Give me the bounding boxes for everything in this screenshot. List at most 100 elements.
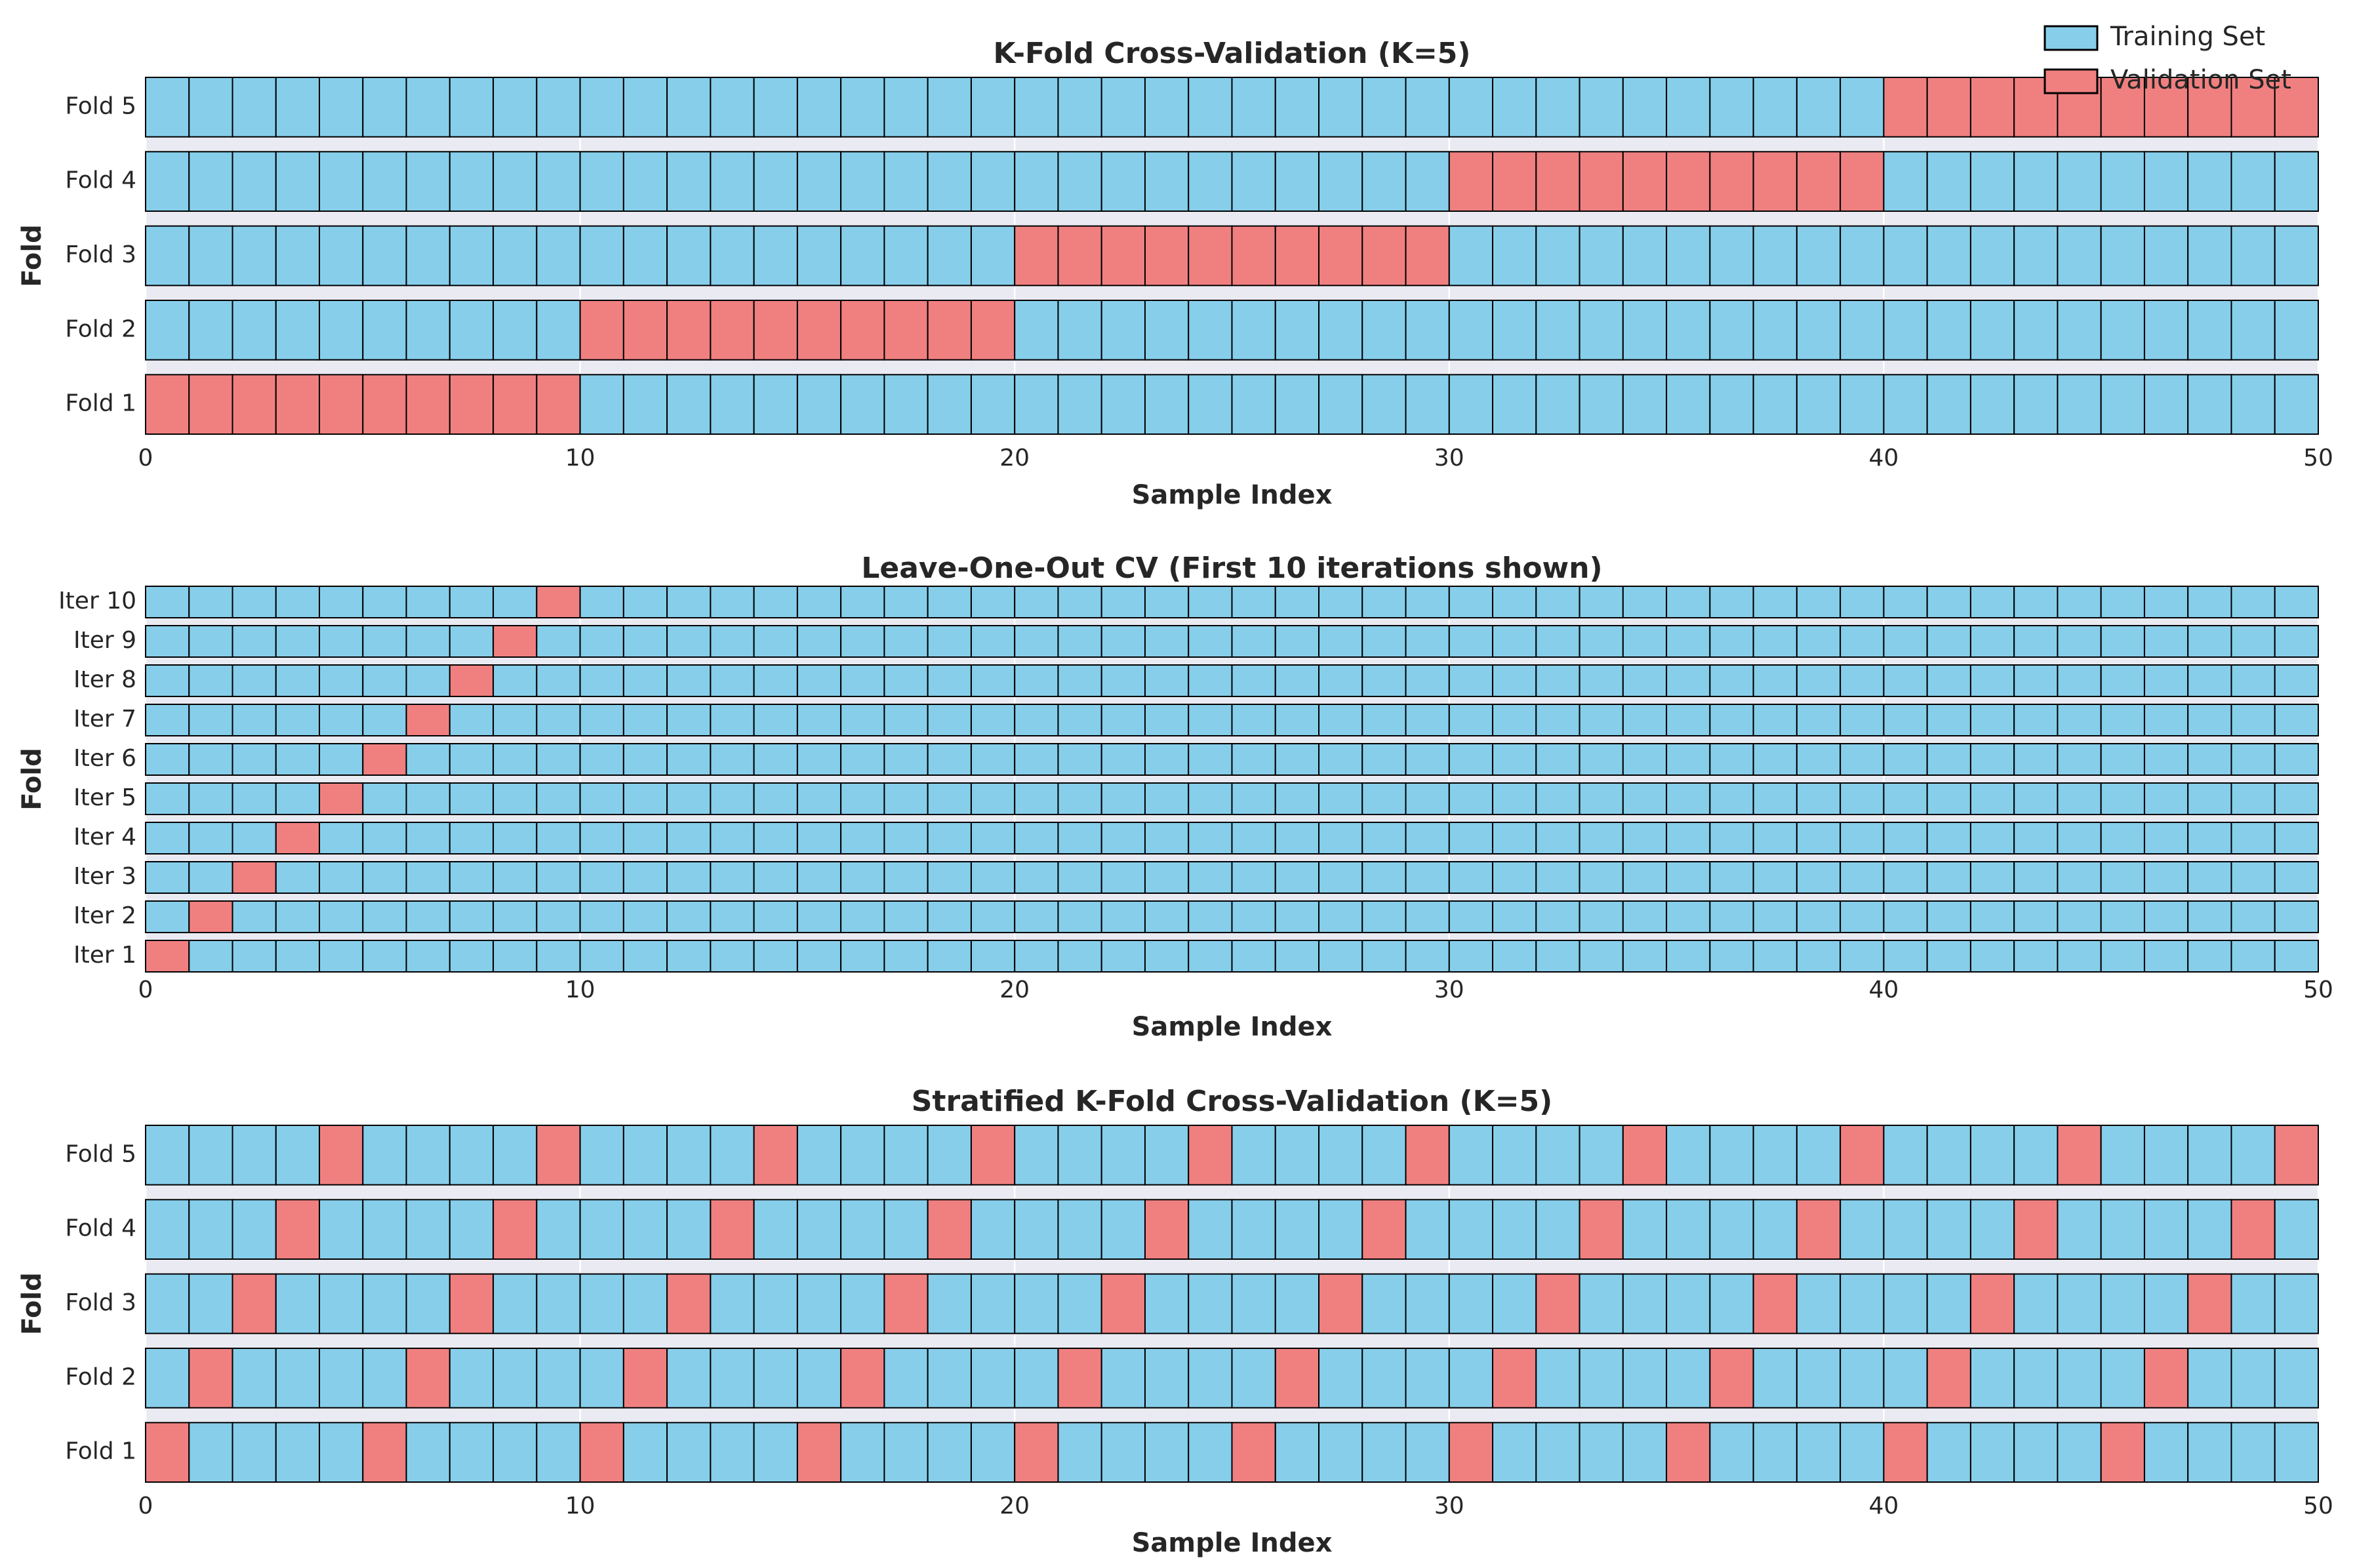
training-cell [753, 940, 798, 973]
training-cell [710, 1273, 755, 1335]
training-cell [1144, 625, 1190, 658]
training-cell [1883, 664, 1928, 697]
validation-cell [145, 940, 190, 973]
training-cell [1883, 861, 1928, 894]
training-cell [1666, 1199, 1711, 1260]
training-cell [188, 77, 233, 138]
training-cell [1014, 743, 1059, 776]
training-cell [1448, 225, 1494, 287]
training-cell [275, 782, 321, 815]
training-cell [666, 822, 712, 854]
training-cell [275, 1348, 321, 1409]
training-cell [2187, 1199, 2232, 1260]
training-cell [1666, 704, 1711, 736]
training-cell [883, 586, 929, 618]
x-tick-label: 10 [565, 976, 595, 1003]
validation-cell [1883, 1422, 1928, 1483]
training-cell [1144, 822, 1190, 854]
training-cell [840, 782, 885, 815]
training-cell [1231, 151, 1276, 212]
training-cell [1883, 743, 1928, 776]
training-cell [796, 704, 842, 736]
fold-row [145, 1422, 2319, 1483]
x-tick-label: 40 [1868, 1493, 1899, 1519]
training-cell [449, 586, 494, 618]
training-cell [1318, 300, 1363, 361]
training-cell [622, 225, 668, 287]
training-cell [275, 1273, 321, 1335]
training-cell [579, 225, 624, 287]
validation-cell [1622, 151, 1668, 212]
training-cell [1448, 1348, 1494, 1409]
training-cell [2187, 1125, 2232, 1186]
training-cell [188, 586, 233, 618]
training-cell [1361, 586, 1407, 618]
training-cell [1100, 374, 1146, 435]
validation-cell [493, 625, 538, 658]
training-cell [145, 782, 190, 815]
training-cell [1361, 1348, 1407, 1409]
training-cell [1014, 704, 1059, 736]
training-cell [1752, 664, 1798, 697]
training-cell [2057, 225, 2102, 287]
training-cell [796, 782, 842, 815]
training-cell [1100, 1199, 1146, 1260]
training-cell [449, 704, 494, 736]
training-cell [493, 586, 538, 618]
training-cell [1448, 1125, 1494, 1186]
training-cell [1318, 940, 1363, 973]
training-cell [1492, 77, 1537, 138]
training-cell [362, 225, 407, 287]
validation-cell [319, 374, 364, 435]
training-cell [1188, 940, 1233, 973]
training-cell [1883, 1125, 1928, 1186]
training-cell [1231, 743, 1276, 776]
training-cell [362, 704, 407, 736]
training-cell [1535, 704, 1580, 736]
training-cell [1448, 300, 1494, 361]
training-cell [1883, 1348, 1928, 1409]
training-cell [2013, 940, 2059, 973]
training-cell [579, 1125, 624, 1186]
training-cell [1144, 782, 1190, 815]
validation-cell [666, 1273, 712, 1335]
training-cell [1188, 586, 1233, 618]
training-cell [2143, 1199, 2189, 1260]
training-cell [1883, 625, 1928, 658]
validation-cell [536, 1125, 581, 1186]
training-cell [1535, 861, 1580, 894]
training-cell [579, 822, 624, 854]
training-cell [1926, 664, 1971, 697]
training-cell [493, 940, 538, 973]
validation-cell [1231, 1422, 1276, 1483]
training-cell [1361, 300, 1407, 361]
training-cell [2274, 1273, 2319, 1335]
training-cell [2274, 225, 2319, 287]
training-cell [1405, 1199, 1450, 1260]
training-cell [2057, 664, 2102, 697]
training-cell [2230, 664, 2276, 697]
training-cell [493, 1273, 538, 1335]
validation-cell [1796, 151, 1842, 212]
training-cell [1579, 300, 1624, 361]
training-cell [1883, 151, 1928, 212]
y-tick-label: Fold 3 [65, 1289, 136, 1316]
training-cell [2013, 586, 2059, 618]
training-cell [2143, 374, 2189, 435]
training-cell [840, 1422, 885, 1483]
training-cell [145, 586, 190, 618]
training-cell [2013, 1348, 2059, 1409]
training-cell [1492, 300, 1537, 361]
fold-row [145, 1348, 2319, 1409]
training-cell [449, 1199, 494, 1260]
training-cell [1014, 861, 1059, 894]
training-cell [883, 822, 929, 854]
training-cell [1144, 861, 1190, 894]
validation-cell [970, 1125, 1016, 1186]
training-cell [1361, 1125, 1407, 1186]
training-cell [622, 374, 668, 435]
y-tick-label: Iter 8 [73, 666, 136, 693]
training-cell [362, 664, 407, 697]
training-cell [1231, 940, 1276, 973]
training-cell [1492, 1125, 1537, 1186]
